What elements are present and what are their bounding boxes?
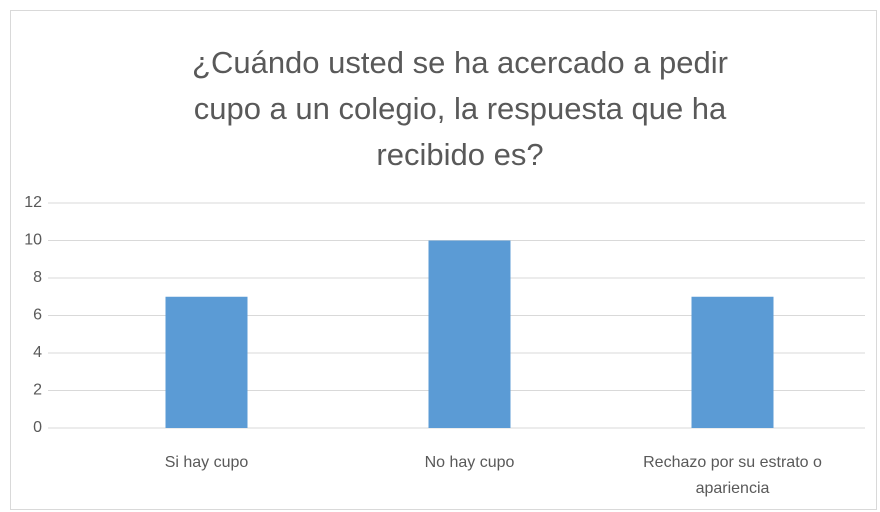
x-tick-label: No hay cupo — [424, 454, 515, 471]
chart-title: ¿Cuándo usted se ha acercado a pedir cup… — [192, 45, 728, 172]
y-tick-label: 0 — [33, 419, 42, 436]
bar — [165, 296, 248, 428]
y-tick-label: 10 — [24, 232, 42, 249]
y-tick-label: 2 — [33, 382, 42, 399]
y-tick-label: 8 — [33, 269, 42, 286]
y-tick-label: 12 — [24, 194, 42, 211]
y-tick-label: 4 — [33, 344, 42, 361]
x-tick-label: Si hay cupo — [164, 454, 249, 471]
bar — [691, 296, 774, 428]
bar — [428, 240, 511, 428]
x-tick-label: Rechazo por su estrato o apariencia — [643, 454, 822, 497]
y-tick-label: 6 — [33, 307, 42, 324]
